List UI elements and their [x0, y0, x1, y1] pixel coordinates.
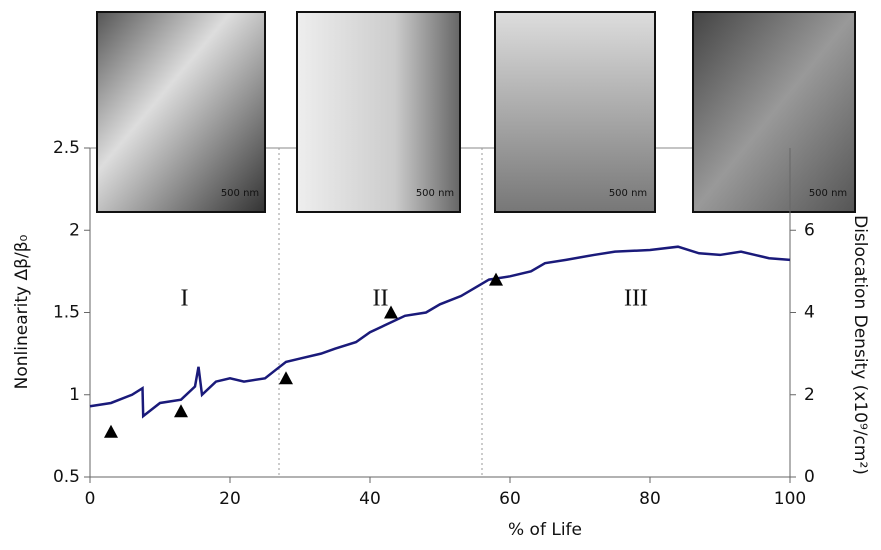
- triangle-marker: [104, 424, 118, 438]
- scale-label: 500 nm: [609, 188, 647, 199]
- region-label: III: [624, 286, 648, 312]
- scale-label: 500 nm: [809, 188, 847, 199]
- triangle-marker: [174, 404, 188, 418]
- x-tick-label: 20: [219, 489, 241, 509]
- x-tick-label: 40: [359, 489, 381, 509]
- y2-axis-title: Dislocation Density (x10⁹/cm²): [850, 215, 870, 475]
- y2-tick-label: 0: [804, 467, 815, 487]
- region-label: I: [181, 286, 189, 312]
- x-tick-label: 80: [639, 489, 661, 509]
- triangle-marker: [489, 272, 503, 286]
- micrograph: [692, 11, 856, 213]
- x-tick-label: 60: [499, 489, 521, 509]
- y-axis-title: Nonlinearity Δβ/β₀: [12, 234, 32, 389]
- micrograph: [494, 11, 656, 213]
- y-tick-label: 2.5: [53, 138, 80, 158]
- scale-label: 500 nm: [416, 188, 454, 199]
- micrograph: [296, 11, 461, 213]
- y2-tick-label: 6: [804, 220, 815, 240]
- y-tick-label: 2: [69, 220, 80, 240]
- micrograph: [96, 11, 266, 213]
- x-axis-title: % of Life: [508, 520, 582, 540]
- y-tick-label: 1: [69, 385, 80, 405]
- y-tick-label: 1.5: [53, 303, 80, 323]
- data-line: [89, 245, 791, 419]
- x-tick-label: 100: [774, 489, 806, 509]
- y2-tick-label: 4: [804, 303, 815, 323]
- triangle-marker: [384, 305, 398, 319]
- y-tick-label: 0.5: [53, 467, 80, 487]
- scale-label: 500 nm: [221, 188, 259, 199]
- y2-tick-label: 2: [804, 385, 815, 405]
- region-label: II: [373, 286, 389, 312]
- x-tick-label: 0: [85, 489, 96, 509]
- triangle-marker: [279, 371, 293, 385]
